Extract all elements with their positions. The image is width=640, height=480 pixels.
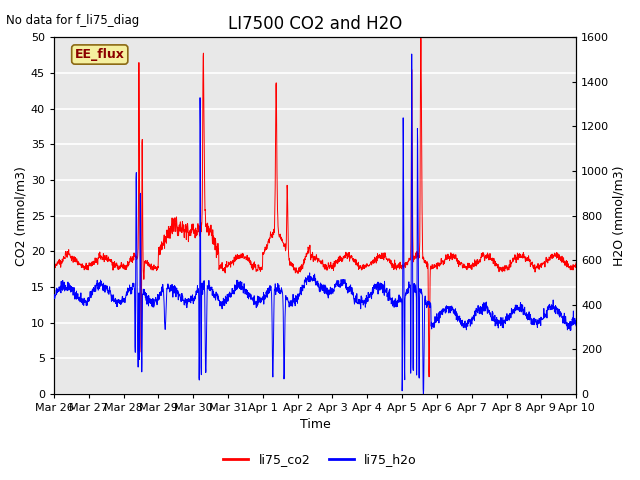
Y-axis label: CO2 (mmol/m3): CO2 (mmol/m3) [15,166,28,265]
Title: LI7500 CO2 and H2O: LI7500 CO2 and H2O [228,15,402,33]
X-axis label: Time: Time [300,419,330,432]
Y-axis label: H2O (mmol/m3): H2O (mmol/m3) [612,165,625,266]
Text: No data for f_li75_diag: No data for f_li75_diag [6,14,140,27]
Text: EE_flux: EE_flux [75,48,125,61]
Legend: li75_co2, li75_h2o: li75_co2, li75_h2o [218,448,422,471]
